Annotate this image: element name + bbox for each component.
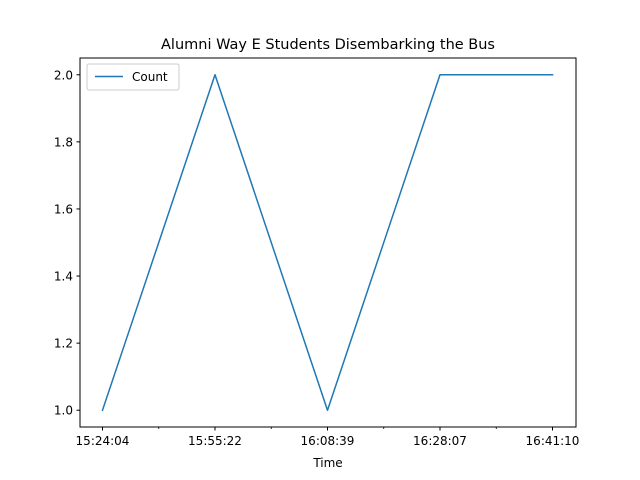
chart-title: Alumni Way E Students Disembarking the B…: [161, 37, 495, 53]
x-tick-label: 16:41:10: [526, 434, 580, 448]
y-tick-label: 1.8: [54, 135, 73, 149]
x-tick-label: 15:24:04: [76, 434, 130, 448]
series-layer: [101, 74, 554, 412]
x-axis-title: Time: [312, 456, 342, 470]
y-axis: 1.0 1.2 1.4 1.6 1.8 2.0: [54, 68, 80, 418]
series-line-count: [101, 74, 554, 412]
legend-label-count: Count: [132, 70, 168, 84]
legend: Count: [86, 63, 180, 91]
x-tick-label: 15:55:22: [188, 434, 242, 448]
legend-box: [86, 63, 180, 91]
y-tick-label: 1.6: [54, 202, 73, 216]
y-tick-label: 1.4: [54, 270, 73, 284]
x-tick-label: 16:28:07: [413, 434, 467, 448]
x-tick-label: 16:08:39: [301, 434, 355, 448]
x-axis: 15:24:04 15:55:22 16:08:39 16:28:07 16:41:10: [76, 427, 580, 448]
y-tick-label: 2.0: [54, 68, 73, 82]
y-tick-label: 1.0: [54, 404, 73, 418]
y-tick-label: 1.2: [54, 337, 73, 351]
